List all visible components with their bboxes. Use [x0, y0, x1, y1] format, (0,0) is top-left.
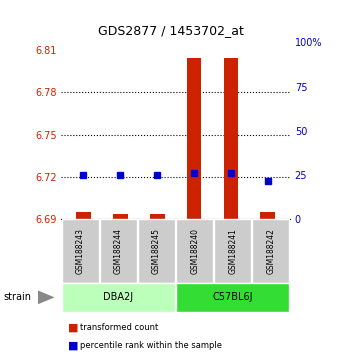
- Text: GSM188245: GSM188245: [152, 228, 161, 274]
- Text: C57BL6J: C57BL6J: [212, 292, 253, 302]
- Bar: [76, 212, 91, 219]
- Text: GDS2877 / 1453702_at: GDS2877 / 1453702_at: [98, 24, 243, 36]
- Bar: [187, 58, 202, 219]
- Text: strain: strain: [3, 292, 31, 302]
- Text: GSM188242: GSM188242: [266, 228, 275, 274]
- Text: percentile rank within the sample: percentile rank within the sample: [80, 341, 222, 350]
- Text: GSM188244: GSM188244: [114, 228, 123, 274]
- Text: GSM188240: GSM188240: [190, 228, 199, 274]
- Polygon shape: [38, 290, 55, 304]
- Text: ■: ■: [68, 322, 79, 332]
- Text: transformed count: transformed count: [80, 323, 158, 332]
- Bar: [150, 214, 165, 219]
- Bar: [261, 212, 275, 219]
- Text: GSM188241: GSM188241: [228, 228, 237, 274]
- Text: DBA2J: DBA2J: [103, 292, 134, 302]
- Bar: [113, 214, 128, 219]
- Text: GSM188243: GSM188243: [76, 228, 85, 274]
- Text: ■: ■: [68, 340, 79, 350]
- Bar: [223, 58, 238, 219]
